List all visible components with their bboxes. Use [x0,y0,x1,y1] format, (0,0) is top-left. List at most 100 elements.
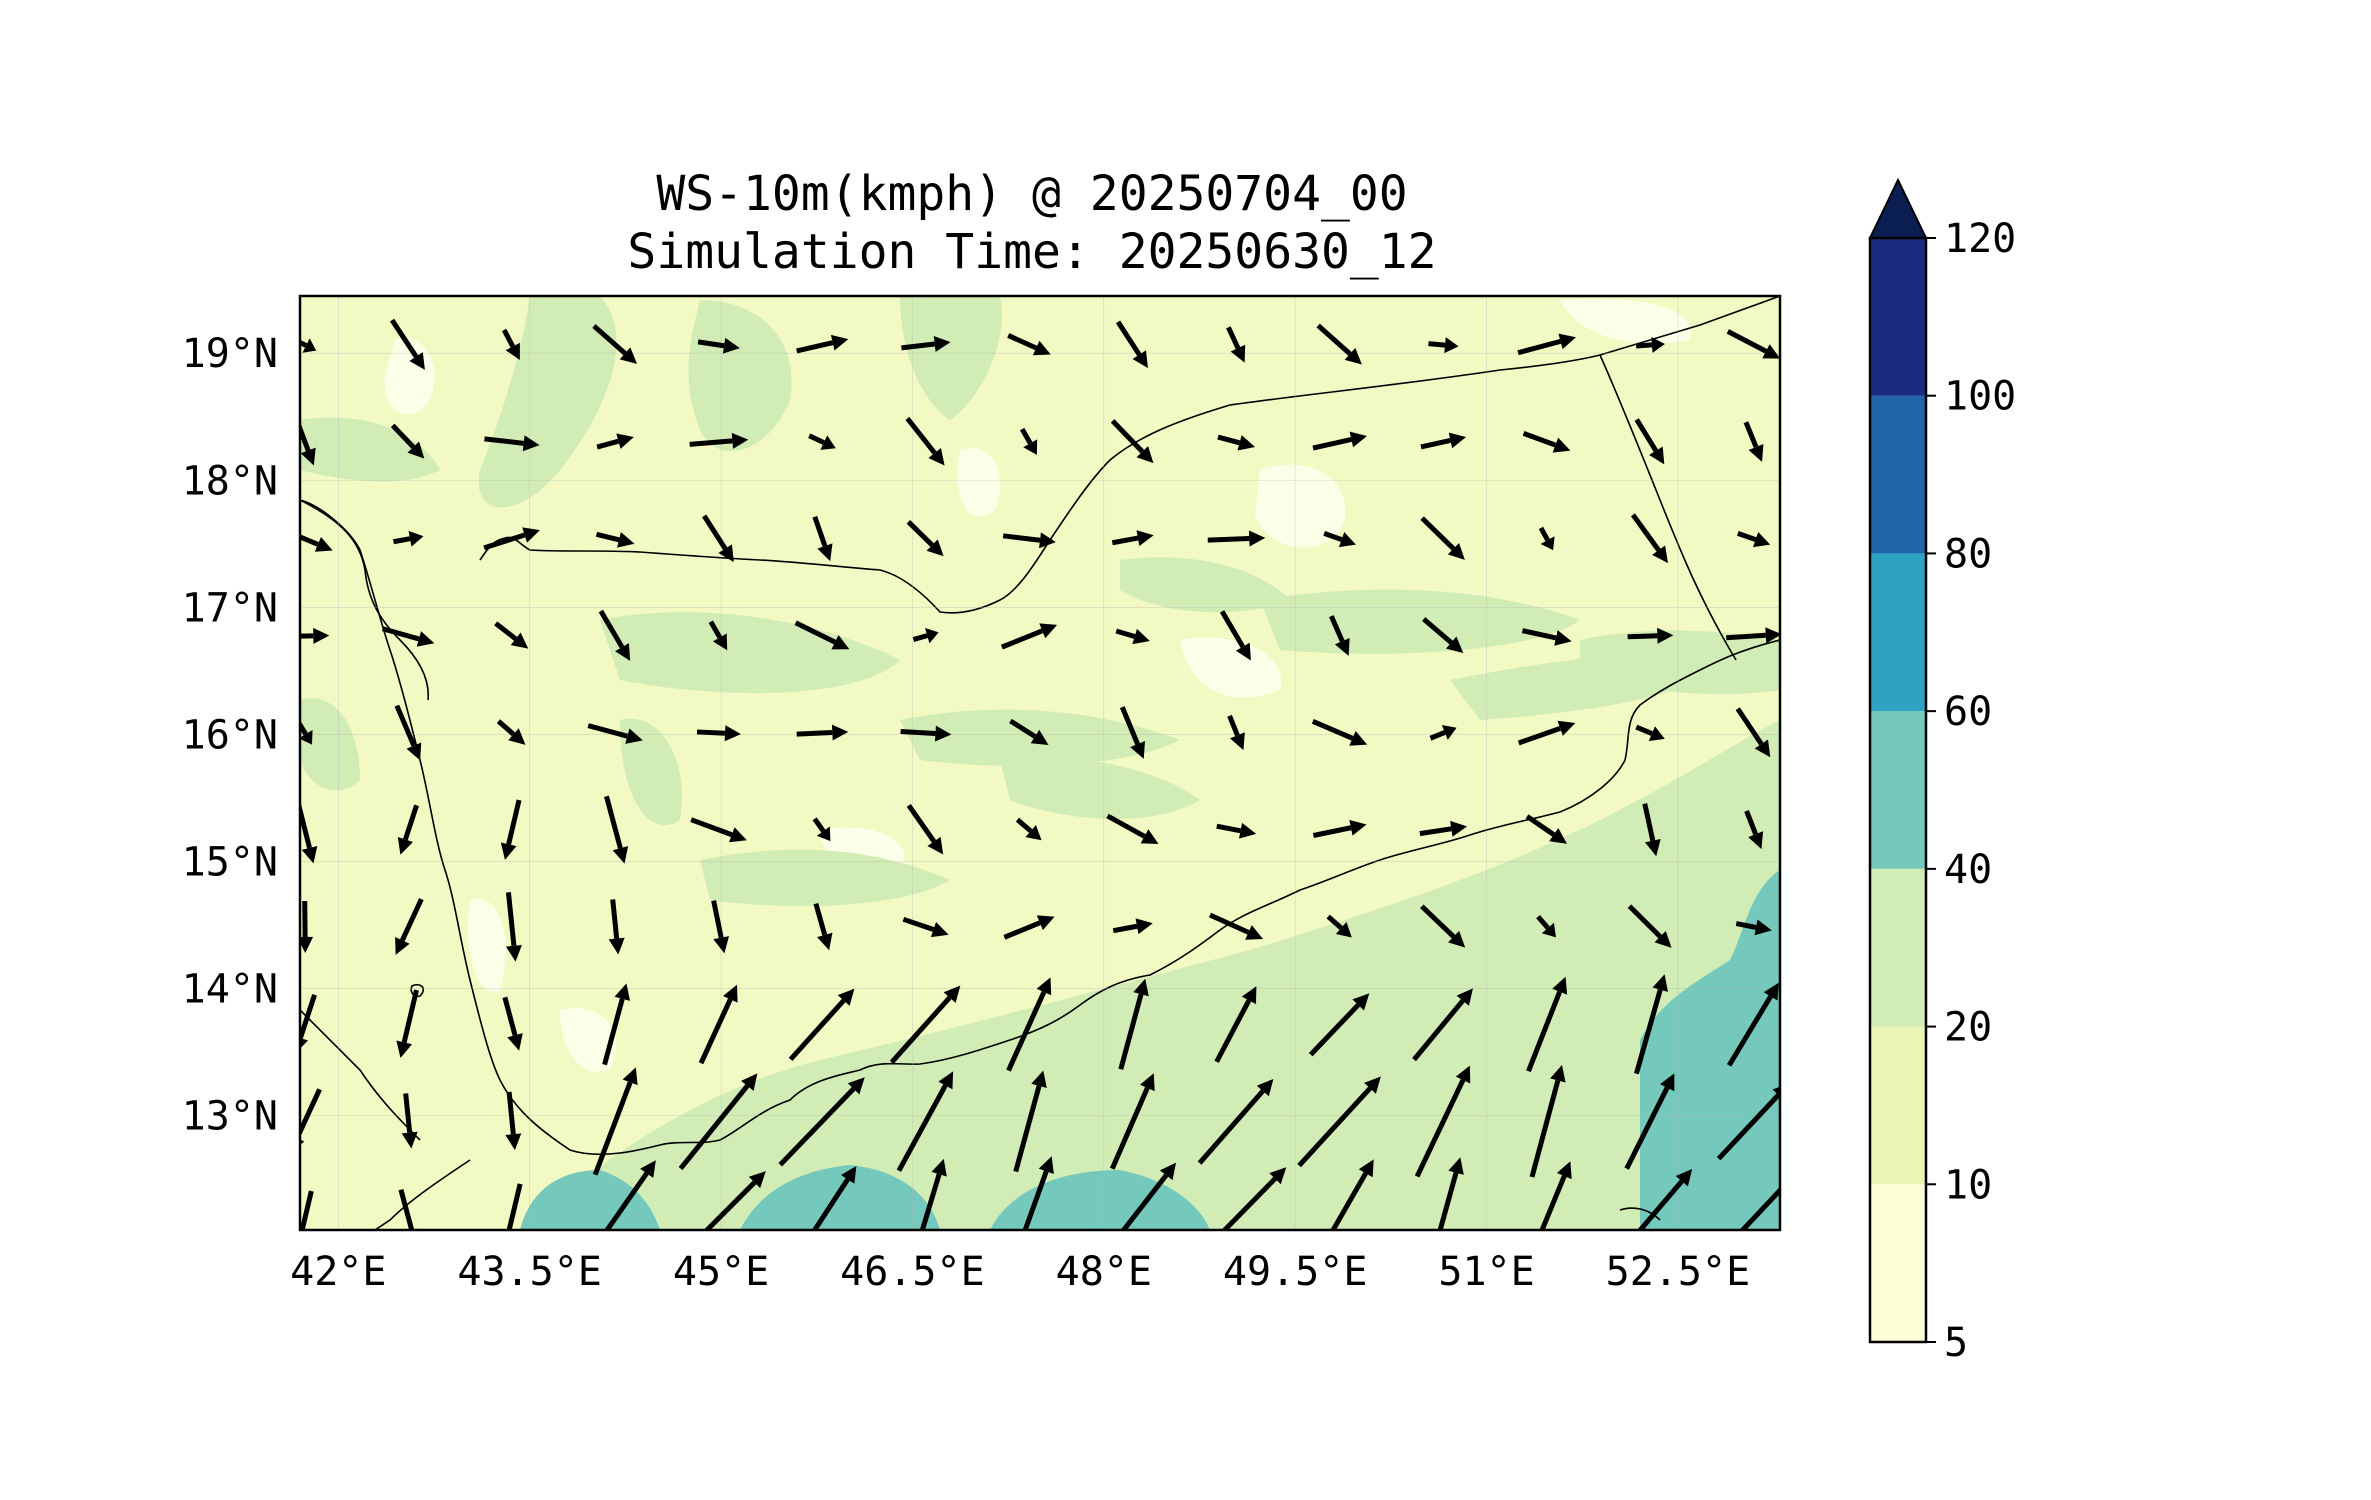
wind-speed-field [300,296,1780,1230]
lon-tick-label: 43.5°E [457,1249,602,1295]
wind-vector-arrow [1009,718,1049,746]
colorbar-tick-label: 20 [1944,1005,1992,1051]
wind-vector-arrow [919,1158,947,1230]
lon-tick-label: 42°E [290,1249,386,1295]
wind-vector-arrow [1330,1159,1374,1230]
wind-vector-arrow [501,328,520,361]
colorbar-segment [1870,553,1926,712]
wind-vector-arrow [1000,623,1058,650]
wind-vector-arrow [1420,904,1466,948]
wind-vector-arrow [1635,724,1665,741]
wind-vector-arrow [390,423,425,459]
wind-vector-arrow [300,720,313,745]
lon-tick-label: 48°E [1056,1249,1152,1295]
wind-vector-arrow [602,983,631,1066]
wind-vector-arrow [1437,1157,1464,1230]
wind-vector-arrow [1526,976,1568,1073]
wind-vector-arrow [300,421,316,466]
lon-tick-label: 49.5°E [1223,1249,1368,1295]
wind-vectors [300,318,1780,1230]
wind-vector-arrow [500,799,522,860]
latitude-tick-labels: 19°N 18°N 17°N 16°N 15°N 14°N 13°N [182,331,278,1139]
wind-vector-arrow [1428,337,1459,354]
wind-vector-arrow [1221,1167,1287,1230]
wind-vector-arrow [1112,918,1153,935]
wind-vector-arrow [1120,1162,1177,1230]
wind-vector-arrow [1539,1161,1572,1230]
wind-vector-arrow [394,704,422,761]
wind-vector-arrow [506,1183,523,1230]
wind-vector-arrow [1735,707,1771,758]
wind-vector-arrow [1429,725,1457,741]
wind-vector-arrow [812,516,833,562]
colorbar-tick-label: 60 [1944,689,1992,735]
colorbar-tick-label: 120 [1944,216,2016,262]
longitude-tick-labels: 42°E 43.5°E 45°E 46.5°E 48°E 49.5°E 51°E 52.5°E [290,1249,1750,1295]
wind-vector-arrow [1115,628,1150,645]
wind-vector-arrow [905,416,945,466]
wind-vector-arrow [906,519,944,557]
wind-vector-arrow [1739,1186,1780,1230]
wind-vector-arrow [1329,615,1350,656]
wind-vector-arrow [1636,1169,1693,1230]
wind-vector-arrow [778,1077,865,1167]
wind-vector-arrow [1420,516,1465,560]
wind-vector-arrow [1219,610,1251,661]
wind-vector-arrow [494,621,529,649]
wind-vector-arrow [1726,627,1780,644]
wind-vector-arrow [1003,915,1055,940]
wind-vector-arrow [1297,1076,1381,1168]
wind-vector-arrow [1627,627,1674,644]
wind-vector-arrow [1111,530,1154,546]
wind-vector-arrow [1316,323,1362,365]
colorbar-extend-arrow [1868,177,1928,239]
lon-tick-label: 52.5°E [1606,1249,1751,1295]
wind-vector-arrow [396,989,419,1058]
wind-vector-arrow [708,620,728,651]
wind-vector-arrow [788,988,855,1062]
wind-vector-arrow [1115,320,1148,369]
wind-vector-arrow [595,531,635,548]
wind-vector-arrow [1536,915,1556,938]
wind-vector-arrow [896,1071,954,1172]
wind-vector-arrow [1624,1073,1675,1170]
wind-vector-arrow [505,892,522,962]
wind-vector-arrow [1517,333,1576,356]
wind-vector-arrow [1308,993,1370,1057]
wind-vector-arrow [698,984,738,1065]
wind-vector-arrow [608,899,625,955]
wind-vector-arrow [300,338,317,353]
wind-vector-arrow [1312,431,1368,451]
wind-vector-arrow [702,514,734,563]
wind-vector-arrow [811,1166,857,1230]
colorbar-segment [1870,1026,1926,1185]
wind-vector-arrow [1529,1065,1566,1178]
wind-vector-arrow [1119,706,1145,759]
wind-vector-arrow [690,817,747,843]
colorbar-segment [1870,395,1926,554]
wind-vector-arrow [1743,421,1764,462]
map-frame [298,294,1782,1232]
wind-vector-arrow [1197,1078,1274,1165]
wind-vector-arrow [401,1093,418,1149]
wind-vector-arrow [604,795,629,864]
lat-tick-label: 19°N [182,331,278,377]
wind-vector-arrow [1538,526,1555,551]
wind-vector-arrow [604,1160,656,1230]
wind-vector-arrow [1326,914,1352,938]
wind-vector-arrow [794,620,850,650]
wind-vector-arrow [1737,531,1771,548]
colorbar-frame [1868,236,1928,1344]
colorbar-segment [1870,868,1926,1027]
wind-vector-arrow [1207,530,1266,547]
wind-vector-arrow [393,530,424,547]
colorbar-tick-label: 80 [1944,531,1992,577]
wind-vector-arrow [1642,803,1661,857]
wind-vector-arrow [1735,919,1772,936]
wind-vector-arrow [596,433,634,450]
wind-vector-arrow [900,725,952,742]
wind-vector-arrow [1635,336,1665,353]
wind-vector-arrow [906,804,944,855]
wind-vector-arrow [592,324,638,364]
